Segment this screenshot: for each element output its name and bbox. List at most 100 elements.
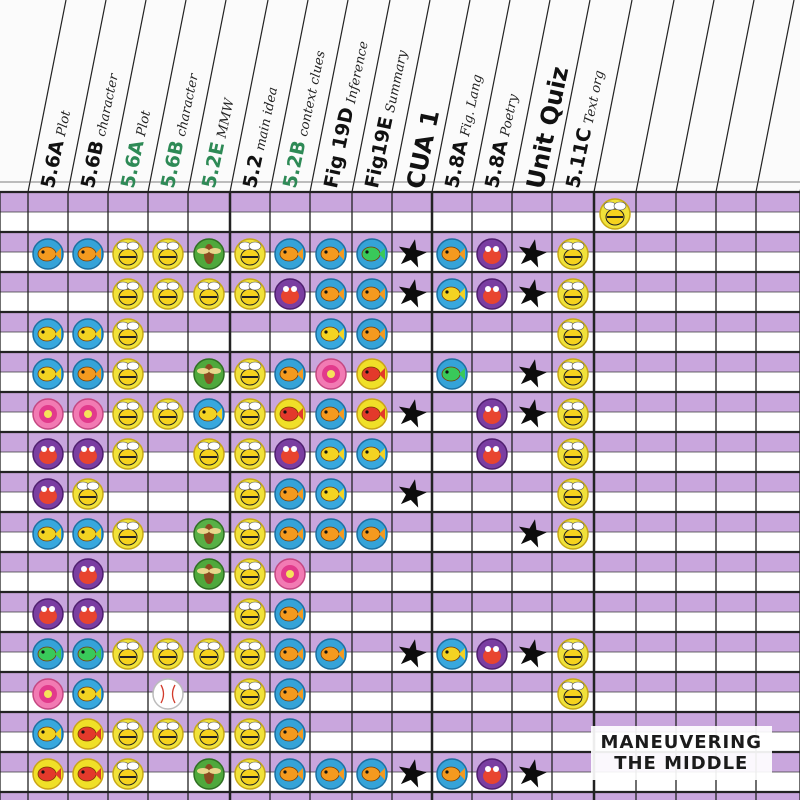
header-divider — [755, 0, 795, 193]
fish-body — [198, 406, 218, 422]
fish-eye — [283, 690, 287, 694]
header-divider — [635, 0, 675, 193]
bee-wing — [571, 441, 585, 451]
bee-wing — [248, 241, 262, 251]
fish-tail — [55, 528, 61, 540]
fish-eye — [365, 450, 369, 454]
fish-body — [320, 406, 340, 422]
star-mark — [518, 359, 547, 388]
bee-wing — [126, 361, 140, 371]
bee-wing — [126, 721, 140, 731]
frog-eye — [493, 286, 499, 292]
fish-tail — [297, 728, 303, 740]
fish-body — [361, 446, 381, 462]
fish-eye — [81, 250, 85, 254]
fish-body — [77, 366, 97, 382]
frog-eye — [493, 646, 499, 652]
row-purple-band — [0, 672, 800, 692]
star-mark — [398, 279, 427, 308]
bee-wing — [248, 601, 262, 611]
fish-tail — [95, 528, 101, 540]
fish-tail — [379, 248, 385, 260]
frog-eye — [485, 646, 491, 652]
fish-eye — [324, 410, 328, 414]
fish-eye — [81, 370, 85, 374]
frog-eye — [493, 766, 499, 772]
flower-center — [286, 570, 294, 578]
fish-body — [77, 526, 97, 542]
fish-tail — [55, 368, 61, 380]
bee-wing — [207, 641, 221, 651]
fish-body — [37, 766, 57, 782]
fish-eye — [445, 250, 449, 254]
fish-eye — [365, 770, 369, 774]
bug-body — [204, 564, 214, 584]
bee-wing — [86, 481, 100, 491]
star-mark — [398, 399, 427, 428]
fish-body — [37, 526, 57, 542]
frog-eye — [41, 486, 47, 492]
frog-eye — [89, 446, 95, 452]
header-divider — [551, 0, 591, 193]
frog-eye — [493, 446, 499, 452]
bee-wing — [248, 361, 262, 371]
fish-tail — [459, 768, 465, 780]
fish-tail — [55, 728, 61, 740]
bee-wing — [248, 521, 262, 531]
fish-eye — [324, 450, 328, 454]
fish-eye — [365, 410, 369, 414]
frog-eye — [485, 246, 491, 252]
header-divider — [309, 0, 349, 193]
fish-tail — [297, 768, 303, 780]
header-divider — [715, 0, 755, 193]
frog-body — [79, 448, 97, 464]
bee-wing — [166, 641, 180, 651]
bee-wing — [126, 401, 140, 411]
bug-body — [204, 764, 214, 784]
fish-body — [279, 246, 299, 262]
bee-wing — [571, 401, 585, 411]
fish-body — [320, 486, 340, 502]
fish-tail — [338, 768, 344, 780]
header-divider — [675, 0, 715, 193]
fish-tail — [379, 288, 385, 300]
frog-eye — [81, 606, 87, 612]
bee-wing — [248, 481, 262, 491]
fish-eye — [283, 770, 287, 774]
fish-tail — [95, 248, 101, 260]
fish-eye — [445, 650, 449, 654]
fish-eye — [283, 610, 287, 614]
header-divider — [269, 0, 309, 193]
frog-eye — [291, 286, 297, 292]
fish-eye — [365, 530, 369, 534]
fish-tail — [338, 288, 344, 300]
bee-wing — [571, 521, 585, 531]
fish-eye — [81, 650, 85, 654]
fish-eye — [283, 370, 287, 374]
fish-body — [441, 286, 461, 302]
bug-wing — [209, 528, 221, 534]
bee-wing — [126, 521, 140, 531]
frog-body — [483, 448, 501, 464]
flower-center — [44, 690, 52, 698]
fish-body — [320, 246, 340, 262]
fish-eye — [445, 370, 449, 374]
bug-wing — [209, 568, 221, 574]
header-area — [0, 0, 800, 192]
fish-body — [77, 246, 97, 262]
fish-tail — [338, 648, 344, 660]
fish-eye — [41, 770, 45, 774]
watermark: MANEUVERING THE MIDDLE — [590, 726, 772, 780]
frog-body — [483, 768, 501, 784]
fish-body — [320, 326, 340, 342]
fish-tail — [379, 368, 385, 380]
fish-body — [279, 686, 299, 702]
frog-eye — [485, 446, 491, 452]
frog-eye — [493, 246, 499, 252]
bug-body — [204, 524, 214, 544]
fish-eye — [41, 730, 45, 734]
fish-eye — [445, 770, 449, 774]
frog-eye — [493, 406, 499, 412]
bug-wing — [209, 368, 221, 374]
